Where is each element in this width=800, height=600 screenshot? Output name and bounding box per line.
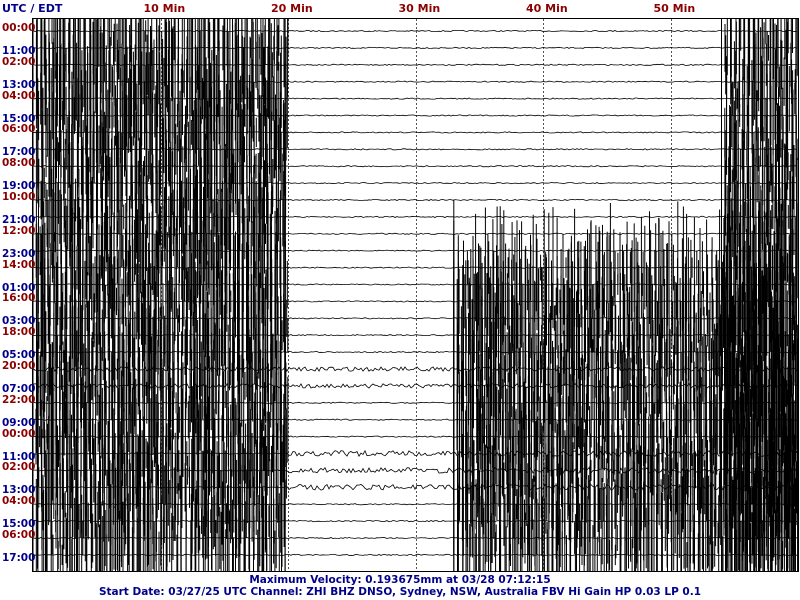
- trace-line: [32, 266, 798, 269]
- local-time-label: 03:00: [2, 315, 36, 328]
- trace-line: [32, 114, 798, 117]
- local-time-label: 15:00: [2, 112, 36, 125]
- utc-time-label: 16:00: [2, 292, 36, 305]
- trace-line: [32, 29, 798, 33]
- utc-time-label: 04:00: [2, 495, 36, 508]
- utc-time-label: 22:00: [2, 393, 36, 406]
- trace-line: [32, 131, 798, 134]
- start-date-text: Start Date: 03/27/25 UTC Channel: ZHI BH…: [98, 586, 702, 598]
- utc-time-label: 04:00: [2, 89, 36, 102]
- trace-line: [32, 520, 798, 523]
- local-time-label: 01:00: [2, 281, 36, 294]
- utc-time-label: 00:00: [2, 427, 36, 440]
- trace-line: [32, 418, 798, 421]
- local-time-label: 15:00: [2, 518, 36, 531]
- utc-time-label: 08:00: [2, 157, 36, 170]
- utc-time-label: 20:00: [2, 360, 36, 372]
- local-time-label: 07:00: [2, 382, 36, 395]
- utc-time-label: 06:00: [2, 529, 36, 541]
- minute-label-5: 50 Min: [653, 2, 696, 15]
- minute-label-1: 10 Min: [143, 2, 186, 15]
- local-time-label: 11:00: [2, 44, 36, 57]
- utc-time-label: 12:00: [2, 224, 36, 237]
- plot-frame: [32, 18, 799, 572]
- trace-line: [32, 283, 798, 286]
- local-time-label: 23:00: [2, 247, 36, 260]
- trace-line: [32, 300, 798, 303]
- minute-label-3: 30 Min: [398, 2, 441, 15]
- utc-time-label: 00:00: [2, 22, 36, 34]
- trace-line: [32, 46, 798, 49]
- local-time-label: 17:00: [2, 146, 36, 159]
- trace-line: [32, 232, 798, 235]
- trace-line: [32, 148, 798, 151]
- trace-line: [32, 215, 798, 218]
- seismic-traces: [32, 19, 799, 571]
- trace-line: [32, 553, 798, 556]
- max-velocity-text: Maximum Velocity: 0.193675mm at 03/28 07…: [249, 574, 551, 586]
- local-time-label: 19:00: [2, 180, 36, 193]
- local-time-label: 13:00: [2, 78, 36, 91]
- trace-line: [33, 249, 798, 252]
- utc-time-label: 02:00: [2, 55, 36, 68]
- utc-time-label: 18:00: [2, 326, 36, 339]
- utc-time-label: 14:00: [2, 258, 36, 271]
- local-time-label: 17:00: [2, 551, 36, 564]
- trace-line: [32, 536, 798, 540]
- trace-line: [32, 63, 798, 66]
- utc-time-label: 06:00: [2, 123, 36, 136]
- timezone-header: UTC / EDT: [2, 2, 63, 15]
- local-time-label: 11:00: [2, 450, 36, 463]
- utc-time-label: 02:00: [2, 461, 36, 474]
- local-time-label: 13:00: [2, 484, 36, 497]
- local-time-label: 05:00: [2, 349, 36, 362]
- trace-spikes: [721, 486, 799, 571]
- local-time-label: 21:00: [2, 213, 36, 226]
- local-time-label: 09:00: [2, 416, 36, 429]
- minute-label-4: 40 Min: [526, 2, 568, 15]
- minute-label-2: 20 Min: [271, 2, 313, 15]
- utc-time-label: 10:00: [2, 191, 36, 203]
- trace-line: [32, 435, 797, 438]
- trace-line: [32, 165, 798, 168]
